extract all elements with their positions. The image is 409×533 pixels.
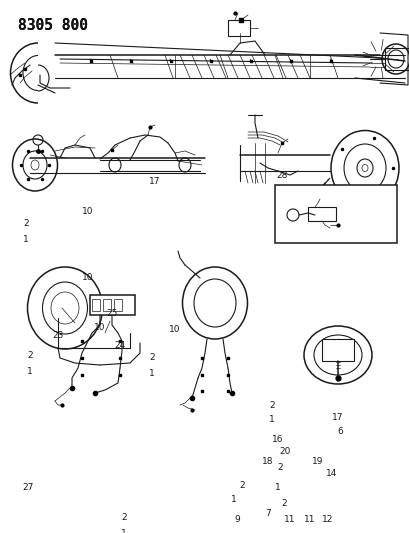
Text: 16: 16	[272, 435, 283, 445]
Text: 9: 9	[234, 515, 239, 524]
Bar	[307, 207, 335, 221]
Text: 2: 2	[23, 220, 29, 229]
Text: 2: 2	[281, 499, 286, 508]
Bar	[321, 339, 353, 361]
Text: 2: 2	[121, 513, 126, 521]
Text: 20: 20	[279, 448, 290, 456]
Text: 17: 17	[149, 177, 160, 187]
Text: 17: 17	[331, 414, 343, 423]
Bar	[90, 295, 135, 315]
Text: 10: 10	[169, 326, 180, 335]
Text: 11: 11	[303, 515, 315, 524]
Bar	[114, 299, 122, 311]
Bar	[227, 20, 249, 36]
Text: 2: 2	[27, 351, 33, 360]
Bar	[92, 299, 100, 311]
Text: 1: 1	[231, 496, 236, 505]
Text: 10: 10	[82, 207, 94, 216]
Text: 1: 1	[149, 369, 155, 378]
Text: 1: 1	[121, 529, 126, 533]
Text: 2: 2	[276, 464, 282, 472]
Text: 6: 6	[336, 427, 342, 437]
Text: 12: 12	[321, 515, 333, 524]
Text: 10: 10	[82, 273, 94, 282]
Text: 24: 24	[114, 342, 125, 351]
Text: 14: 14	[326, 470, 337, 479]
Text: 23: 23	[52, 330, 63, 340]
Bar	[384, 48, 409, 70]
Text: 2: 2	[149, 353, 155, 362]
Text: 8305 800: 8305 800	[18, 18, 88, 33]
Text: 27: 27	[22, 483, 34, 492]
Text: 1: 1	[274, 483, 280, 492]
Text: 7: 7	[265, 510, 270, 519]
Bar	[103, 299, 111, 311]
Text: 19: 19	[312, 457, 323, 466]
Text: 28: 28	[276, 171, 287, 180]
Text: 2: 2	[269, 400, 274, 409]
Text: 11: 11	[283, 515, 295, 524]
Text: 18: 18	[262, 457, 273, 466]
Text: 2: 2	[238, 481, 244, 489]
Text: 10: 10	[94, 324, 106, 333]
Text: 8305 800: 8305 800	[18, 18, 88, 33]
Text: 1: 1	[23, 236, 29, 245]
Text: 1: 1	[268, 416, 274, 424]
Bar	[274, 185, 396, 243]
Text: 1: 1	[27, 367, 33, 376]
Text: 25: 25	[106, 309, 117, 318]
